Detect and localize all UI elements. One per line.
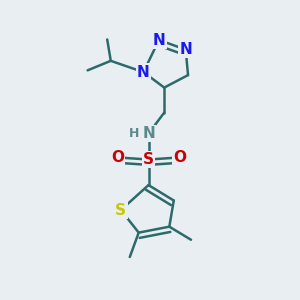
Text: N: N bbox=[152, 32, 165, 47]
Text: O: O bbox=[111, 150, 124, 165]
Text: N: N bbox=[142, 126, 155, 141]
Text: S: S bbox=[116, 202, 126, 217]
Text: H: H bbox=[129, 127, 140, 140]
Text: O: O bbox=[173, 150, 186, 165]
Text: N: N bbox=[137, 64, 150, 80]
Text: S: S bbox=[143, 152, 154, 167]
Text: N: N bbox=[179, 42, 192, 57]
